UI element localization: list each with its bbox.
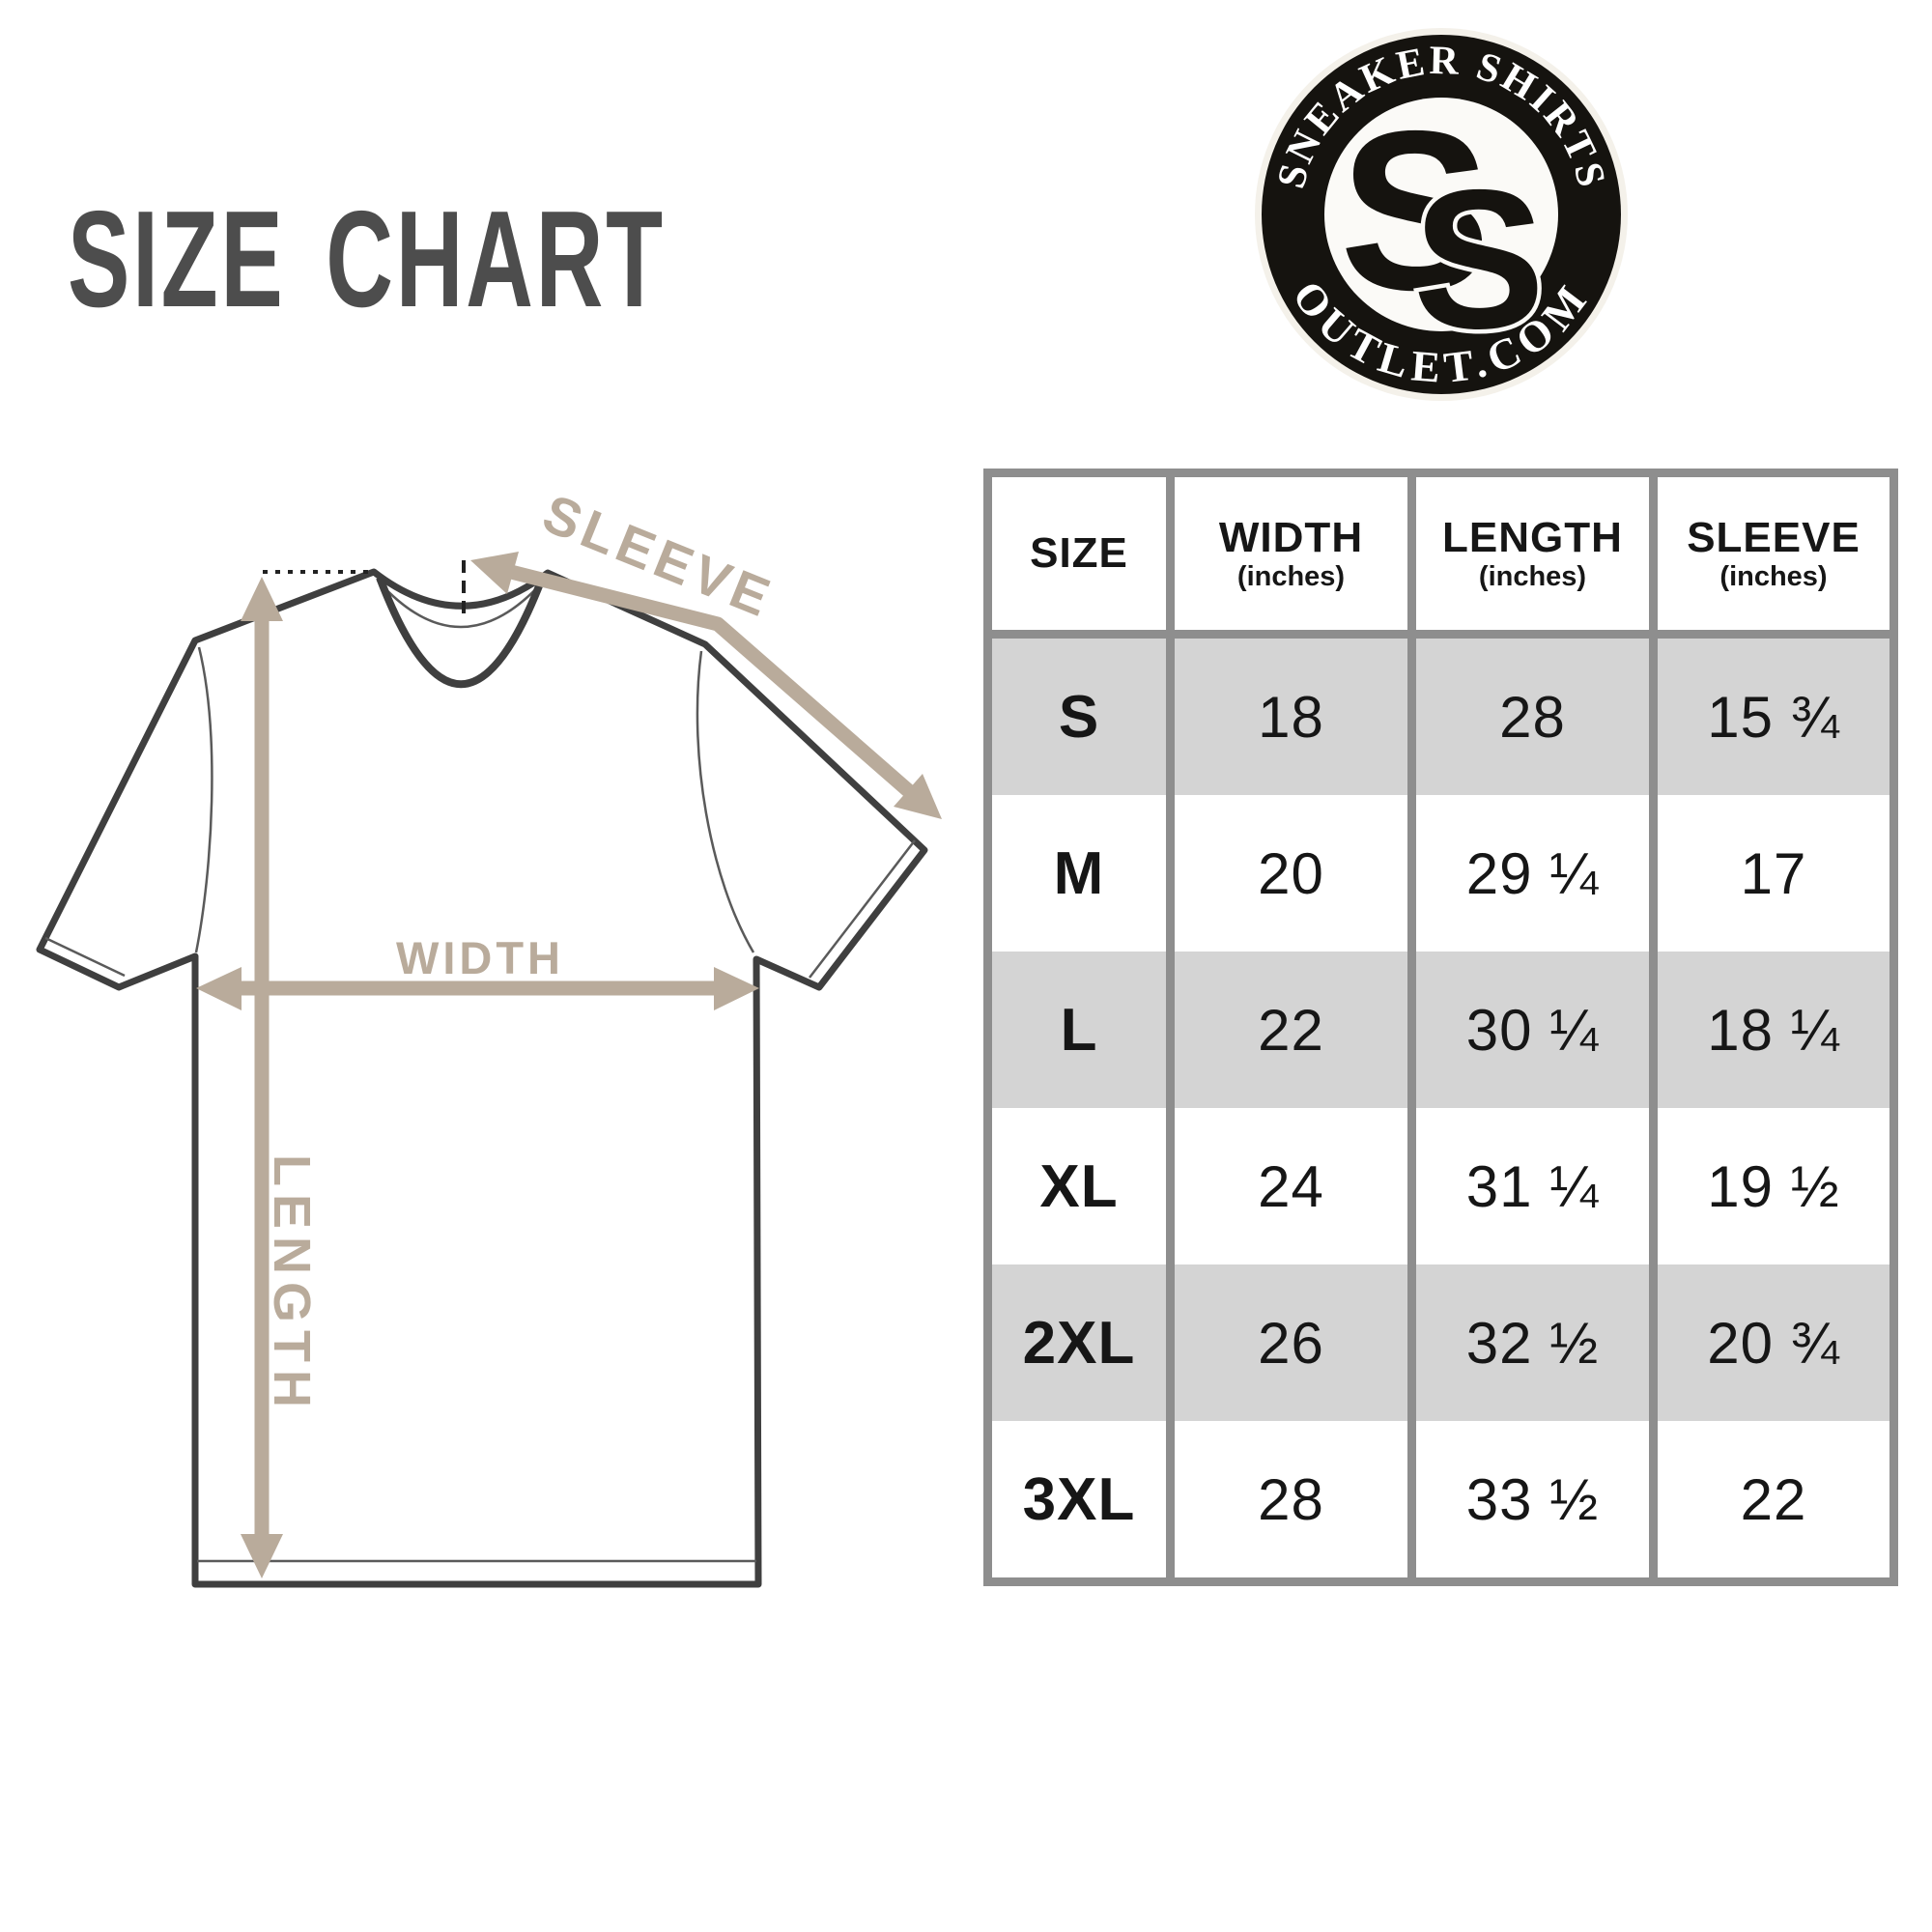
sleeve-value-cell: 19 ½ [1658,1108,1889,1264]
left-cuff-seam [44,936,126,978]
tshirt-diagram: WIDTH LENGTH SLEEVE [10,415,976,1623]
ss-monogram: S S [1340,83,1549,375]
tshirt-diagram-svg: WIDTH LENGTH SLEEVE [36,482,942,1588]
length-value-cell: 29 ¼ [1416,795,1649,952]
width-value-cell: 20 [1175,795,1407,952]
size-table: SIZE WIDTH (inches) LENGTH (inches) SLEE… [983,469,1898,1586]
left-armhole-seam [194,646,213,953]
length-value-cell: 33 ½ [1416,1421,1649,1577]
width-value-cell: 24 [1175,1108,1407,1264]
size-cell: M [992,795,1166,952]
collar-band-seam [377,580,545,629]
size-cell: XL [992,1108,1166,1264]
column-header-label: SLEEVE [1687,514,1861,562]
width-label: WIDTH [396,932,564,983]
logo-inner-circle [1324,98,1558,331]
width-value-cell: 28 [1175,1421,1407,1577]
size-cell: 2XL [992,1264,1166,1421]
page-title: SIZE CHART [68,183,666,336]
column-header-label: SIZE [1030,528,1128,577]
length-value-cell: 32 ½ [1416,1264,1649,1421]
column-header-sublabel: (inches) [1719,560,1828,592]
tshirt-outline [36,568,928,1588]
length-arrow [241,577,283,1578]
monogram-s2: S [1413,149,1546,370]
right-armhole-seam [696,650,755,953]
length-label: LENGTH [263,1154,321,1415]
column-header-length: LENGTH (inches) [1416,477,1649,639]
sleeve-value-cell: 15 ¾ [1658,639,1889,795]
sleeve-value-cell: 22 [1658,1421,1889,1577]
column-header-size: SIZE [992,477,1166,639]
length-value-cell: 30 ¼ [1416,952,1649,1108]
size-cell: 3XL [992,1421,1166,1577]
width-value-cell: 22 [1175,952,1407,1108]
right-cuff-seam [809,839,916,979]
size-cell: S [992,639,1166,795]
sleeve-value-cell: 17 [1658,795,1889,952]
monogram-s1: S [1340,83,1492,337]
column-header-label: WIDTH [1218,514,1364,562]
sleeve-value-cell: 18 ¼ [1658,952,1889,1108]
column-header-sleeve: SLEEVE (inches) [1658,477,1889,639]
width-arrow [196,967,759,1010]
sleeve-value-cell: 20 ¾ [1658,1264,1889,1421]
length-value-cell: 28 [1416,639,1649,795]
width-value-cell: 26 [1175,1264,1407,1421]
collar-neckline [376,576,546,689]
width-value-cell: 18 [1175,639,1407,795]
sleeve-arrow [470,552,942,819]
column-header-sublabel: (inches) [1236,560,1346,592]
column-header-width: WIDTH (inches) [1175,477,1407,639]
brand-logo: SNEAKER SHIRTS OUTLET.COM S S [1253,26,1630,403]
column-header-label: LENGTH [1442,514,1623,562]
column-header-sublabel: (inches) [1478,560,1587,592]
brand-logo-svg: SNEAKER SHIRTS OUTLET.COM S S [1255,28,1628,401]
length-value-cell: 31 ¼ [1416,1108,1649,1264]
size-cell: L [992,952,1166,1108]
